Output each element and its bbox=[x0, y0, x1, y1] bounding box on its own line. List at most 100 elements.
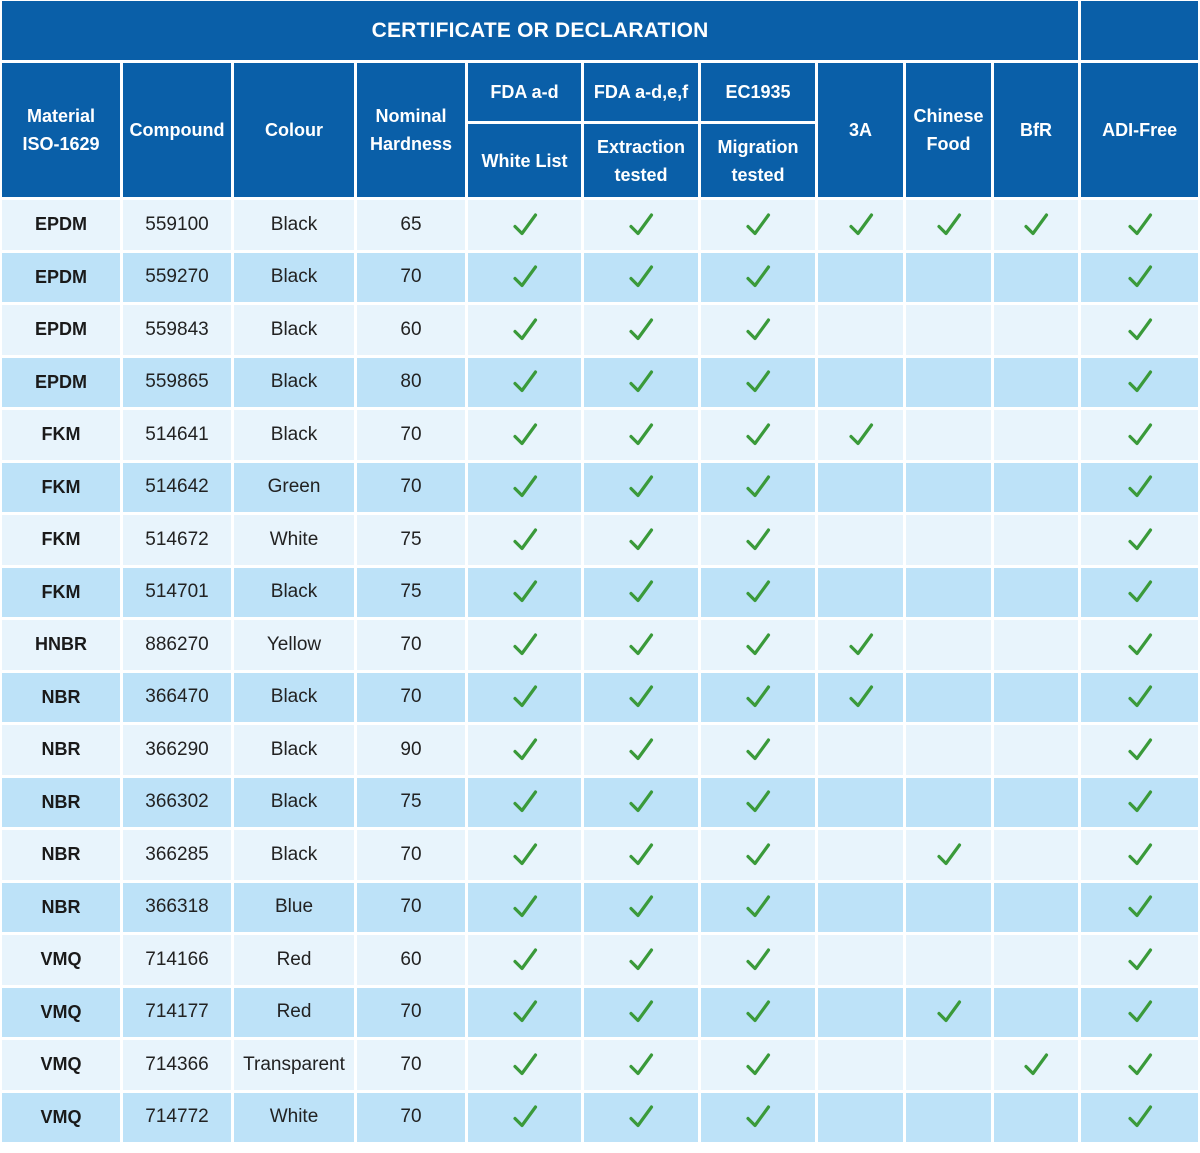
checkmark-icon bbox=[745, 264, 771, 290]
cell-colour: Black bbox=[234, 357, 354, 407]
checkmark-icon bbox=[512, 579, 538, 605]
col-header-ec1935: EC1935 bbox=[701, 63, 815, 121]
cell-compound: 714366 bbox=[123, 1040, 231, 1090]
cell-ec1935 bbox=[701, 410, 815, 460]
col-header-material: Material ISO-1629 bbox=[2, 63, 120, 197]
cell-material: VMQ bbox=[2, 987, 120, 1037]
cell-chinese bbox=[906, 777, 991, 827]
cell-fda_ad bbox=[468, 987, 581, 1037]
checkmark-icon bbox=[1127, 474, 1153, 500]
cell-fda_adef bbox=[584, 462, 698, 512]
cell-compound: 366302 bbox=[123, 777, 231, 827]
cell-compound: 886270 bbox=[123, 620, 231, 670]
checkmark-icon bbox=[512, 369, 538, 395]
cell-a3 bbox=[818, 1092, 903, 1142]
table-row: VMQ 714366 Transparent 70 bbox=[2, 1040, 1199, 1090]
checkmark-icon bbox=[1127, 527, 1153, 553]
col-header-3a: 3A bbox=[818, 63, 903, 197]
cell-material: NBR bbox=[2, 830, 120, 880]
cell-bfr bbox=[994, 410, 1079, 460]
cell-fda_ad bbox=[468, 200, 581, 250]
cell-colour: White bbox=[234, 1092, 354, 1142]
col-header-migration-line2: tested bbox=[731, 164, 785, 185]
cell-fda_ad bbox=[468, 777, 581, 827]
cell-chinese bbox=[906, 1040, 991, 1090]
cell-compound: 714166 bbox=[123, 935, 231, 985]
table-title: CERTIFICATE OR DECLARATION bbox=[2, 1, 1079, 60]
cell-chinese bbox=[906, 567, 991, 617]
cell-fda_adef bbox=[584, 725, 698, 775]
cell-fda_ad bbox=[468, 725, 581, 775]
table-row: NBR 366470 Black 70 bbox=[2, 672, 1199, 722]
checkmark-icon bbox=[745, 369, 771, 395]
cell-bfr bbox=[994, 567, 1079, 617]
cell-colour: Transparent bbox=[234, 1040, 354, 1090]
col-header-extraction-line1: Extraction bbox=[596, 136, 686, 157]
cell-colour: White bbox=[234, 515, 354, 565]
cell-colour: Black bbox=[234, 672, 354, 722]
cell-fda_adef bbox=[584, 620, 698, 670]
checkmark-icon bbox=[1127, 684, 1153, 710]
cell-hardness: 75 bbox=[357, 515, 465, 565]
cell-hardness: 70 bbox=[357, 410, 465, 460]
cell-chinese bbox=[906, 882, 991, 932]
table-row: EPDM 559843 Black 60 bbox=[2, 305, 1199, 355]
cell-chinese bbox=[906, 725, 991, 775]
cell-compound: 559865 bbox=[123, 357, 231, 407]
cell-ec1935 bbox=[701, 305, 815, 355]
checkmark-icon bbox=[512, 422, 538, 448]
checkmark-icon bbox=[628, 1104, 654, 1130]
checkmark-icon bbox=[628, 527, 654, 553]
cell-material: NBR bbox=[2, 725, 120, 775]
checkmark-icon bbox=[848, 684, 874, 710]
checkmark-icon bbox=[1127, 369, 1153, 395]
checkmark-icon bbox=[745, 422, 771, 448]
cell-material: NBR bbox=[2, 882, 120, 932]
cell-bfr bbox=[994, 305, 1079, 355]
cell-material: NBR bbox=[2, 672, 120, 722]
checkmark-icon bbox=[745, 212, 771, 238]
cell-fda_adef bbox=[584, 200, 698, 250]
cell-ec1935 bbox=[701, 777, 815, 827]
checkmark-icon bbox=[512, 212, 538, 238]
cell-fda_ad bbox=[468, 830, 581, 880]
checkmark-icon bbox=[1127, 212, 1153, 238]
cell-bfr bbox=[994, 777, 1079, 827]
checkmark-icon bbox=[628, 999, 654, 1025]
checkmark-icon bbox=[745, 999, 771, 1025]
cell-bfr bbox=[994, 987, 1079, 1037]
cell-a3 bbox=[818, 515, 903, 565]
checkmark-icon bbox=[628, 632, 654, 658]
checkmark-icon bbox=[745, 527, 771, 553]
cell-fda_adef bbox=[584, 1092, 698, 1142]
cell-colour: Black bbox=[234, 725, 354, 775]
cell-bfr bbox=[994, 252, 1079, 302]
checkmark-icon bbox=[628, 894, 654, 920]
col-header-extraction-line2: tested bbox=[614, 164, 668, 185]
checkmark-icon bbox=[745, 947, 771, 973]
checkmark-icon bbox=[628, 842, 654, 868]
cell-chinese bbox=[906, 252, 991, 302]
cell-adi bbox=[1081, 357, 1199, 407]
checkmark-icon bbox=[512, 789, 538, 815]
cell-colour: Black bbox=[234, 830, 354, 880]
checkmark-icon bbox=[745, 632, 771, 658]
col-header-fda-ad: FDA a-d bbox=[468, 63, 581, 121]
cell-material: FKM bbox=[2, 410, 120, 460]
col-header-chinese-food: Chinese Food bbox=[906, 63, 991, 197]
cell-compound: 514672 bbox=[123, 515, 231, 565]
cell-fda_ad bbox=[468, 620, 581, 670]
cell-chinese bbox=[906, 672, 991, 722]
cell-adi bbox=[1081, 987, 1199, 1037]
cell-a3 bbox=[818, 567, 903, 617]
table-row: EPDM 559865 Black 80 bbox=[2, 357, 1199, 407]
cell-chinese bbox=[906, 305, 991, 355]
cell-adi bbox=[1081, 830, 1199, 880]
cell-material: VMQ bbox=[2, 1040, 120, 1090]
cell-chinese bbox=[906, 830, 991, 880]
cell-colour: Red bbox=[234, 987, 354, 1037]
checkmark-icon bbox=[1127, 264, 1153, 290]
cell-ec1935 bbox=[701, 830, 815, 880]
cell-ec1935 bbox=[701, 1092, 815, 1142]
checkmark-icon bbox=[512, 317, 538, 343]
